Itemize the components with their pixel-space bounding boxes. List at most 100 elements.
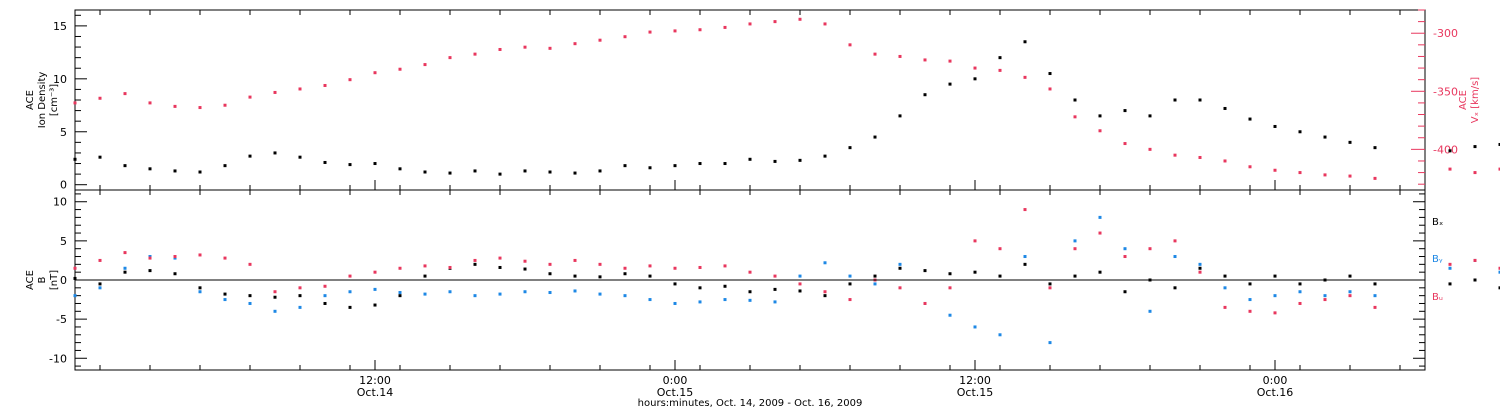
data-point	[948, 286, 952, 290]
data-point	[473, 294, 477, 298]
data-point	[1173, 98, 1177, 102]
data-point	[398, 167, 402, 171]
data-point	[623, 294, 627, 298]
data-point	[823, 294, 827, 298]
data-point	[1248, 309, 1252, 313]
x-tick-label-date: Oct.15	[957, 386, 994, 399]
data-point	[998, 274, 1002, 278]
data-point	[1023, 208, 1027, 212]
data-point	[873, 52, 877, 56]
data-point	[423, 264, 427, 268]
data-point	[523, 290, 527, 294]
data-point	[348, 163, 352, 167]
data-point	[548, 272, 552, 276]
data-point	[1123, 142, 1127, 146]
data-point	[1498, 167, 1500, 171]
data-point	[1373, 176, 1377, 180]
data-point	[973, 270, 977, 274]
data-point	[98, 282, 102, 286]
data-point	[273, 90, 277, 94]
legend-bx: Bₓ	[1432, 217, 1443, 228]
data-point	[423, 274, 427, 278]
data-point	[1373, 146, 1377, 150]
data-point	[898, 54, 902, 58]
data-point	[898, 262, 902, 266]
data-point	[323, 294, 327, 298]
data-point	[373, 287, 377, 291]
data-point	[323, 284, 327, 288]
bottom-ylabel-line1: ACE	[25, 270, 36, 290]
data-point	[823, 290, 827, 294]
data-point	[1448, 167, 1452, 171]
data-point	[1248, 165, 1252, 169]
data-point	[1073, 98, 1077, 102]
data-point	[1148, 247, 1152, 251]
ticks-layer: 12:00Oct.140:00Oct.1512:00Oct.150:00Oct.…	[49, 9, 1458, 399]
data-point	[423, 63, 427, 67]
data-point	[73, 294, 77, 298]
data-point	[748, 270, 752, 274]
data-point	[1048, 72, 1052, 76]
data-point	[423, 292, 427, 296]
top-panel-frame	[74, 9, 1426, 191]
data-point	[373, 303, 377, 307]
x-tick-label-time: 12:00	[959, 374, 991, 387]
data-point	[773, 300, 777, 304]
data-point	[873, 135, 877, 139]
data-point	[298, 286, 302, 290]
data-point	[248, 301, 252, 305]
data-point	[373, 270, 377, 274]
data-point	[898, 266, 902, 270]
data-point	[848, 146, 852, 150]
data-point	[848, 43, 852, 47]
y2-tick-label: -300	[1433, 27, 1458, 40]
data-point	[1348, 174, 1352, 178]
data-point	[948, 313, 952, 317]
data-point	[673, 282, 677, 286]
data-point	[73, 101, 77, 105]
data-point	[298, 305, 302, 309]
data-point	[1198, 266, 1202, 270]
data-point	[948, 59, 952, 63]
data-point	[198, 106, 202, 110]
data-point	[1048, 286, 1052, 290]
data-point	[148, 269, 152, 273]
data-point	[573, 258, 577, 262]
data-point	[723, 162, 727, 166]
data-point	[873, 274, 877, 278]
data-point	[198, 290, 202, 294]
data-point	[698, 265, 702, 269]
data-point	[1373, 305, 1377, 309]
data-point	[1198, 262, 1202, 266]
data-point	[973, 239, 977, 243]
top-y2label-line2: Vₓ [km/s]	[1470, 77, 1481, 123]
data-point	[648, 264, 652, 268]
data-point	[223, 103, 227, 107]
data-point	[173, 272, 177, 276]
data-point	[748, 157, 752, 161]
data-point	[273, 151, 277, 155]
x-tick-label-date: Oct.14	[357, 386, 394, 399]
data-point	[248, 294, 252, 298]
data-point	[598, 38, 602, 42]
y-tick-label: 15	[53, 20, 67, 33]
data-point	[1048, 341, 1052, 345]
x-tick-label-time: 0:00	[1263, 374, 1288, 387]
data-point	[698, 286, 702, 290]
x-tick-label-time: 12:00	[359, 374, 391, 387]
data-point	[1173, 255, 1177, 259]
data-point	[1173, 286, 1177, 290]
data-point	[73, 276, 77, 280]
data-point	[298, 155, 302, 159]
data-point	[498, 172, 502, 176]
data-point	[573, 289, 577, 293]
top-ylabel-line1: ACE	[25, 90, 36, 110]
data-point	[598, 275, 602, 279]
data-point	[1123, 247, 1127, 251]
data-point	[1323, 173, 1327, 177]
data-point	[473, 169, 477, 173]
data-point	[473, 258, 477, 262]
data-point	[748, 22, 752, 26]
data-point	[1123, 290, 1127, 294]
data-point	[373, 162, 377, 166]
